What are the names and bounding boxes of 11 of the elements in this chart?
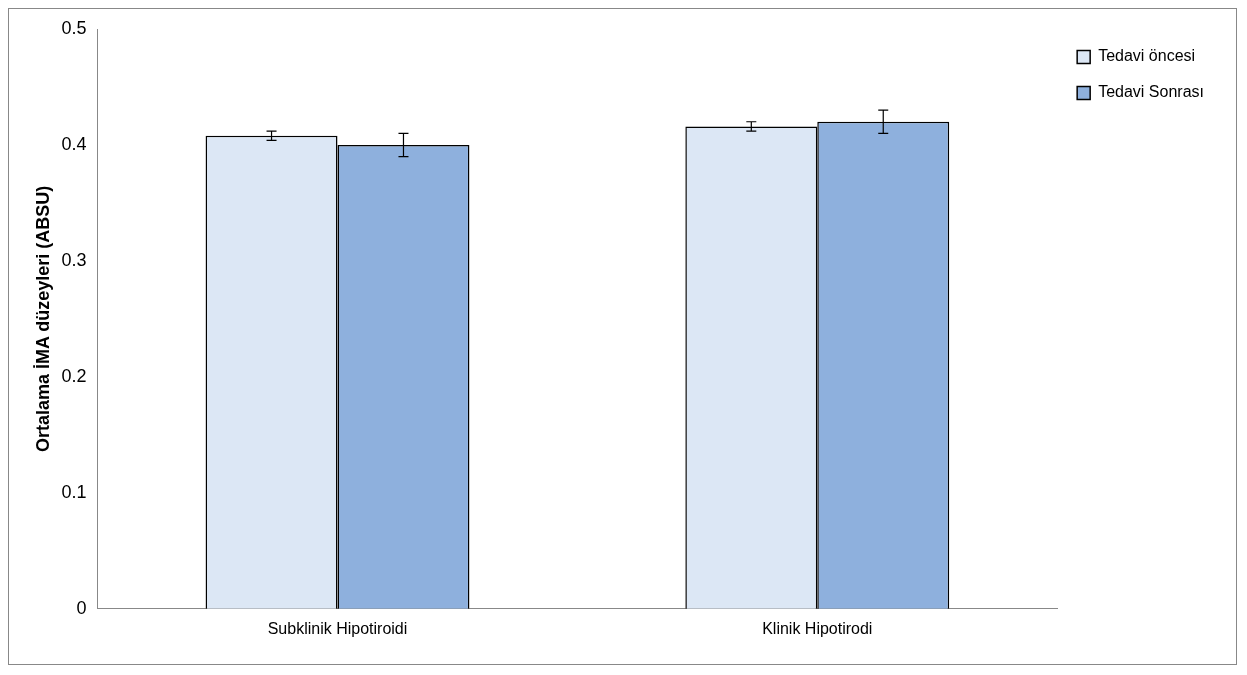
legend-label: Tedavi Sonrası bbox=[1098, 83, 1205, 101]
y-axis-title: Ortalama İMA düzeyleri (ABSU) bbox=[32, 185, 53, 453]
y-tick-label: 0.2 bbox=[61, 365, 87, 386]
x-tick-label: Klinik Hipotirodi bbox=[762, 619, 873, 637]
y-tick-label: 0.3 bbox=[61, 249, 87, 270]
y-tick-label: 0.5 bbox=[61, 17, 87, 38]
y-tick-label: 0.1 bbox=[61, 481, 87, 502]
legend-label: Tedavi öncesi bbox=[1098, 47, 1196, 65]
y-tick-label: 0.4 bbox=[61, 133, 87, 154]
x-tick-label: Subklinik Hipotiroidi bbox=[267, 619, 408, 637]
y-tick-label: 0 bbox=[76, 597, 87, 618]
